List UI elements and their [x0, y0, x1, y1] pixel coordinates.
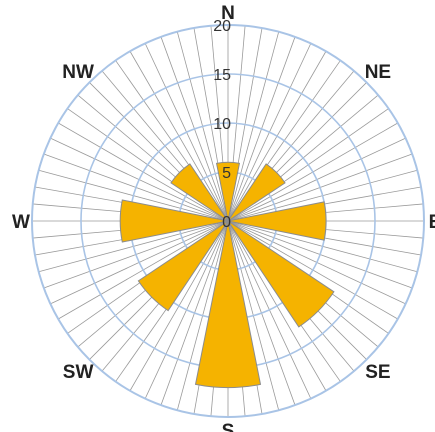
radial-tick-label: 10: [213, 116, 231, 133]
radial-tick-label: 15: [213, 67, 231, 84]
radial-tick-label: 5: [222, 165, 231, 182]
petal-se: [227, 220, 335, 328]
direction-label-s: S: [222, 421, 235, 432]
direction-label-n: N: [221, 3, 235, 24]
petal-s: [194, 220, 262, 389]
direction-label-sw: SW: [63, 362, 94, 383]
direction-label-w: W: [12, 212, 30, 233]
direction-label-nw: NW: [62, 62, 94, 83]
direction-label-se: SE: [365, 362, 390, 383]
radial-tick-label: 0: [222, 214, 231, 231]
direction-labels: N NE E SE S SW W NW: [12, 3, 435, 432]
petal-e: [227, 201, 327, 241]
radial-tick-label: 20: [213, 18, 231, 35]
petal-n: [215, 161, 241, 222]
petal-nw: [170, 163, 229, 222]
petal-w: [119, 199, 229, 243]
wind-petals: [119, 161, 335, 389]
petal-sw: [137, 220, 229, 312]
direction-label-ne: NE: [365, 62, 391, 83]
direction-label-e: E: [429, 212, 435, 233]
grid-ring: [31, 24, 425, 418]
petal-ne: [227, 163, 286, 222]
radial-tick-labels: 0 5 10 15 20: [213, 18, 231, 231]
